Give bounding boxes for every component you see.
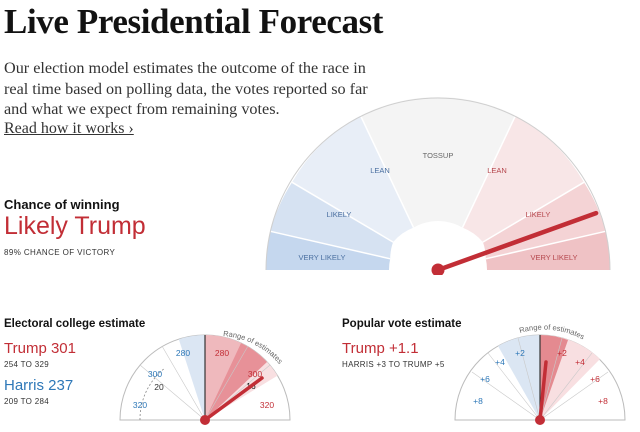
electoral-trump: Trump 301: [4, 340, 76, 357]
gauge-seg-tossup: [360, 97, 516, 228]
intro-text: Our election model estimates the outcome…: [4, 59, 368, 118]
gauge-seg-very-likely-harris: [266, 231, 391, 270]
gauge-label-lean-harris: LEAN: [370, 166, 390, 175]
electoral-center-label: 20: [154, 382, 164, 392]
popular-value: Trump +1.1: [342, 340, 419, 357]
electoral-tick-trump-300: 300: [248, 369, 262, 379]
gauge-dividers: [270, 115, 606, 260]
gauge-label-very-likely-harris: VERY LIKELY: [298, 253, 345, 262]
popular-tick-trump-6: +6: [590, 374, 600, 384]
gauge-needle-hub: [431, 263, 445, 275]
gauge-label-tossup: TOSSUP: [423, 151, 454, 160]
popular-needle-hub: [535, 415, 545, 425]
electoral-harris-band: [178, 335, 205, 420]
popular-title: Popular vote estimate: [342, 318, 462, 330]
popular-tick-trump-8: +8: [598, 396, 608, 406]
read-more-link[interactable]: Read how it works ›: [4, 120, 134, 137]
electoral-tick-harris-280: 280: [176, 348, 190, 358]
popular-tick-harris-2: +2: [515, 348, 525, 358]
electoral-trump-range: 254 TO 329: [4, 360, 49, 369]
electoral-tick-trump-280: 280: [215, 348, 229, 358]
gauge-needle: [435, 210, 599, 273]
electoral-needle: [203, 376, 264, 422]
popular-tick-harris-6: +6: [480, 374, 490, 384]
gauge-seg-likely-harris: [270, 182, 394, 259]
electoral-harris: Harris 237: [4, 377, 74, 394]
gauge-segments: [266, 97, 610, 270]
chance-headline: Likely Trump: [4, 212, 146, 240]
gauge-label-likely-trump: LIKELY: [526, 210, 551, 219]
electoral-needle-hub: [200, 415, 210, 425]
gauge-label-very-likely-trump: VERY LIKELY: [530, 253, 577, 262]
popular-gauge: +2 +4 +6 +8 +2 +4 +6 +8 Range of estimat…: [454, 323, 626, 425]
popular-tick-harris-4: +4: [495, 357, 505, 367]
popular-harris-band: [498, 334, 540, 420]
chance-subtitle: 89% CHANCE OF VICTORY: [4, 248, 116, 257]
gauge-label-lean-trump: LEAN: [487, 166, 507, 175]
electoral-range-inner-2: [205, 343, 267, 420]
gauge-outline: [265, 97, 611, 271]
gauge-seg-lean-harris: [292, 115, 414, 243]
popular-range: HARRIS +3 TO TRUMP +5: [342, 360, 445, 369]
popular-range-inner: [540, 335, 568, 420]
popular-tick-trump-2: +2: [557, 348, 567, 358]
chance-label: Chance of winning: [4, 197, 120, 212]
electoral-title: Electoral college estimate: [4, 318, 146, 330]
gauge-seg-lean-trump: [462, 115, 584, 243]
electoral-range-inner-1: [205, 335, 241, 420]
electoral-harris-range: 209 TO 284: [4, 397, 49, 406]
electoral-tick-trump-320: 320: [260, 400, 274, 410]
gauge-seg-likely-trump: [482, 182, 606, 259]
gauge-seg-very-likely-trump: [485, 231, 610, 270]
page-title: Live Presidential Forecast: [4, 2, 384, 41]
popular-needle: [538, 360, 548, 422]
electoral-gauge: 280 300 320 280 300 320 20 16 Range of e…: [119, 329, 291, 425]
popular-tick-trump-4: +4: [575, 357, 585, 367]
gauge-label-likely-harris: LIKELY: [327, 210, 352, 219]
popular-tick-harris-8: +8: [473, 396, 483, 406]
chance-gauge: VERY LIKELY LIKELY LEAN TOSSUP LEAN LIKE…: [265, 97, 611, 275]
electoral-tick-harris-300: 300: [148, 369, 162, 379]
electoral-tick-harris-320: 320: [133, 400, 147, 410]
